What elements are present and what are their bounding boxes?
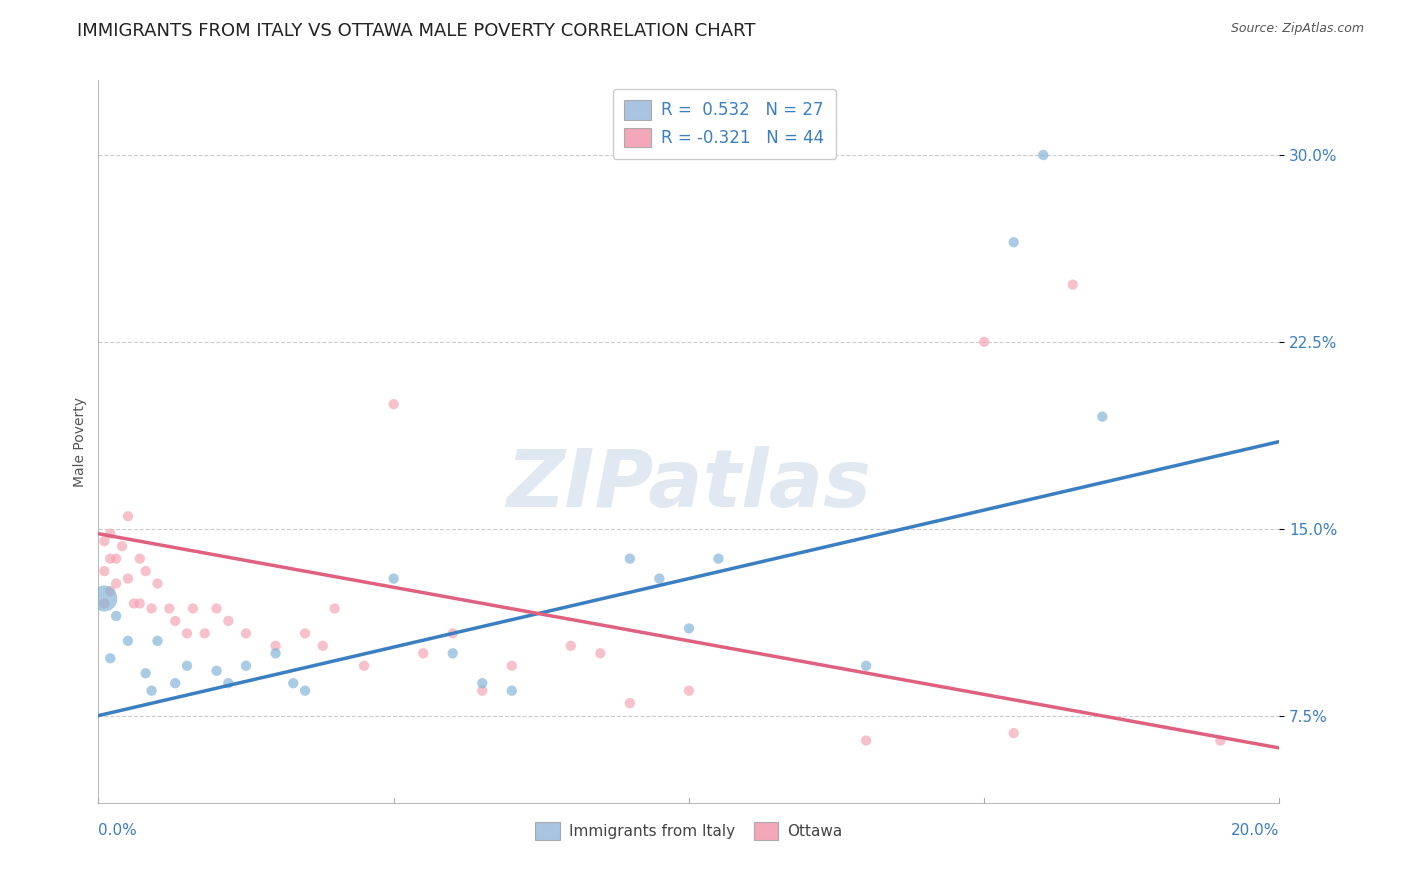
Point [146,576,169,591]
Point [1091,409,1114,424]
Point [678,621,700,635]
Point [501,683,523,698]
Point [194,626,217,640]
Point [181,601,204,615]
Point [93,591,115,606]
Point [501,658,523,673]
Point [135,666,157,681]
Point [176,626,198,640]
Point [98,584,121,599]
Point [141,601,163,615]
Point [1002,235,1025,250]
Point [973,334,995,349]
Point [382,397,405,411]
Point [93,564,115,578]
Point [146,633,169,648]
Point [678,683,700,698]
Point [135,564,157,578]
Text: IMMIGRANTS FROM ITALY VS OTTAWA MALE POVERTY CORRELATION CHART: IMMIGRANTS FROM ITALY VS OTTAWA MALE POV… [77,22,756,40]
Point [855,658,877,673]
Point [141,683,163,698]
Point [122,597,145,611]
Point [323,601,346,615]
Point [294,683,316,698]
Point [157,601,180,615]
Point [707,551,730,566]
Point [471,676,494,690]
Point [1002,726,1025,740]
Point [619,551,641,566]
Point [560,639,582,653]
Point [205,601,228,615]
Point [412,646,434,660]
Point [105,576,128,591]
Point [105,551,128,566]
Point [98,526,121,541]
Point [176,658,198,673]
Point [128,551,150,566]
Text: 0.0%: 0.0% [98,822,138,838]
Point [441,646,464,660]
Point [117,509,139,524]
Point [235,658,257,673]
Point [98,551,121,566]
Text: 20.0%: 20.0% [1232,822,1279,838]
Point [111,539,134,553]
Point [205,664,228,678]
Point [648,572,671,586]
Point [382,572,405,586]
Point [471,683,494,698]
Y-axis label: Male Poverty: Male Poverty [73,397,87,486]
Point [264,639,287,653]
Point [855,733,877,747]
Point [117,633,139,648]
Point [619,696,641,710]
Point [128,597,150,611]
Point [217,614,239,628]
Point [93,597,115,611]
Point [441,626,464,640]
Point [353,658,375,673]
Point [105,609,128,624]
Point [1062,277,1084,292]
Text: Source: ZipAtlas.com: Source: ZipAtlas.com [1230,22,1364,36]
Point [235,626,257,640]
Legend: Immigrants from Italy, Ottawa: Immigrants from Italy, Ottawa [530,816,848,846]
Point [98,651,121,665]
Point [589,646,612,660]
Point [283,676,305,690]
Point [117,572,139,586]
Point [165,614,187,628]
Point [312,639,335,653]
Point [93,534,115,549]
Point [1209,733,1232,747]
Point [294,626,316,640]
Point [217,676,239,690]
Point [1032,148,1054,162]
Point [264,646,287,660]
Point [165,676,187,690]
Text: ZIPatlas: ZIPatlas [506,446,872,524]
